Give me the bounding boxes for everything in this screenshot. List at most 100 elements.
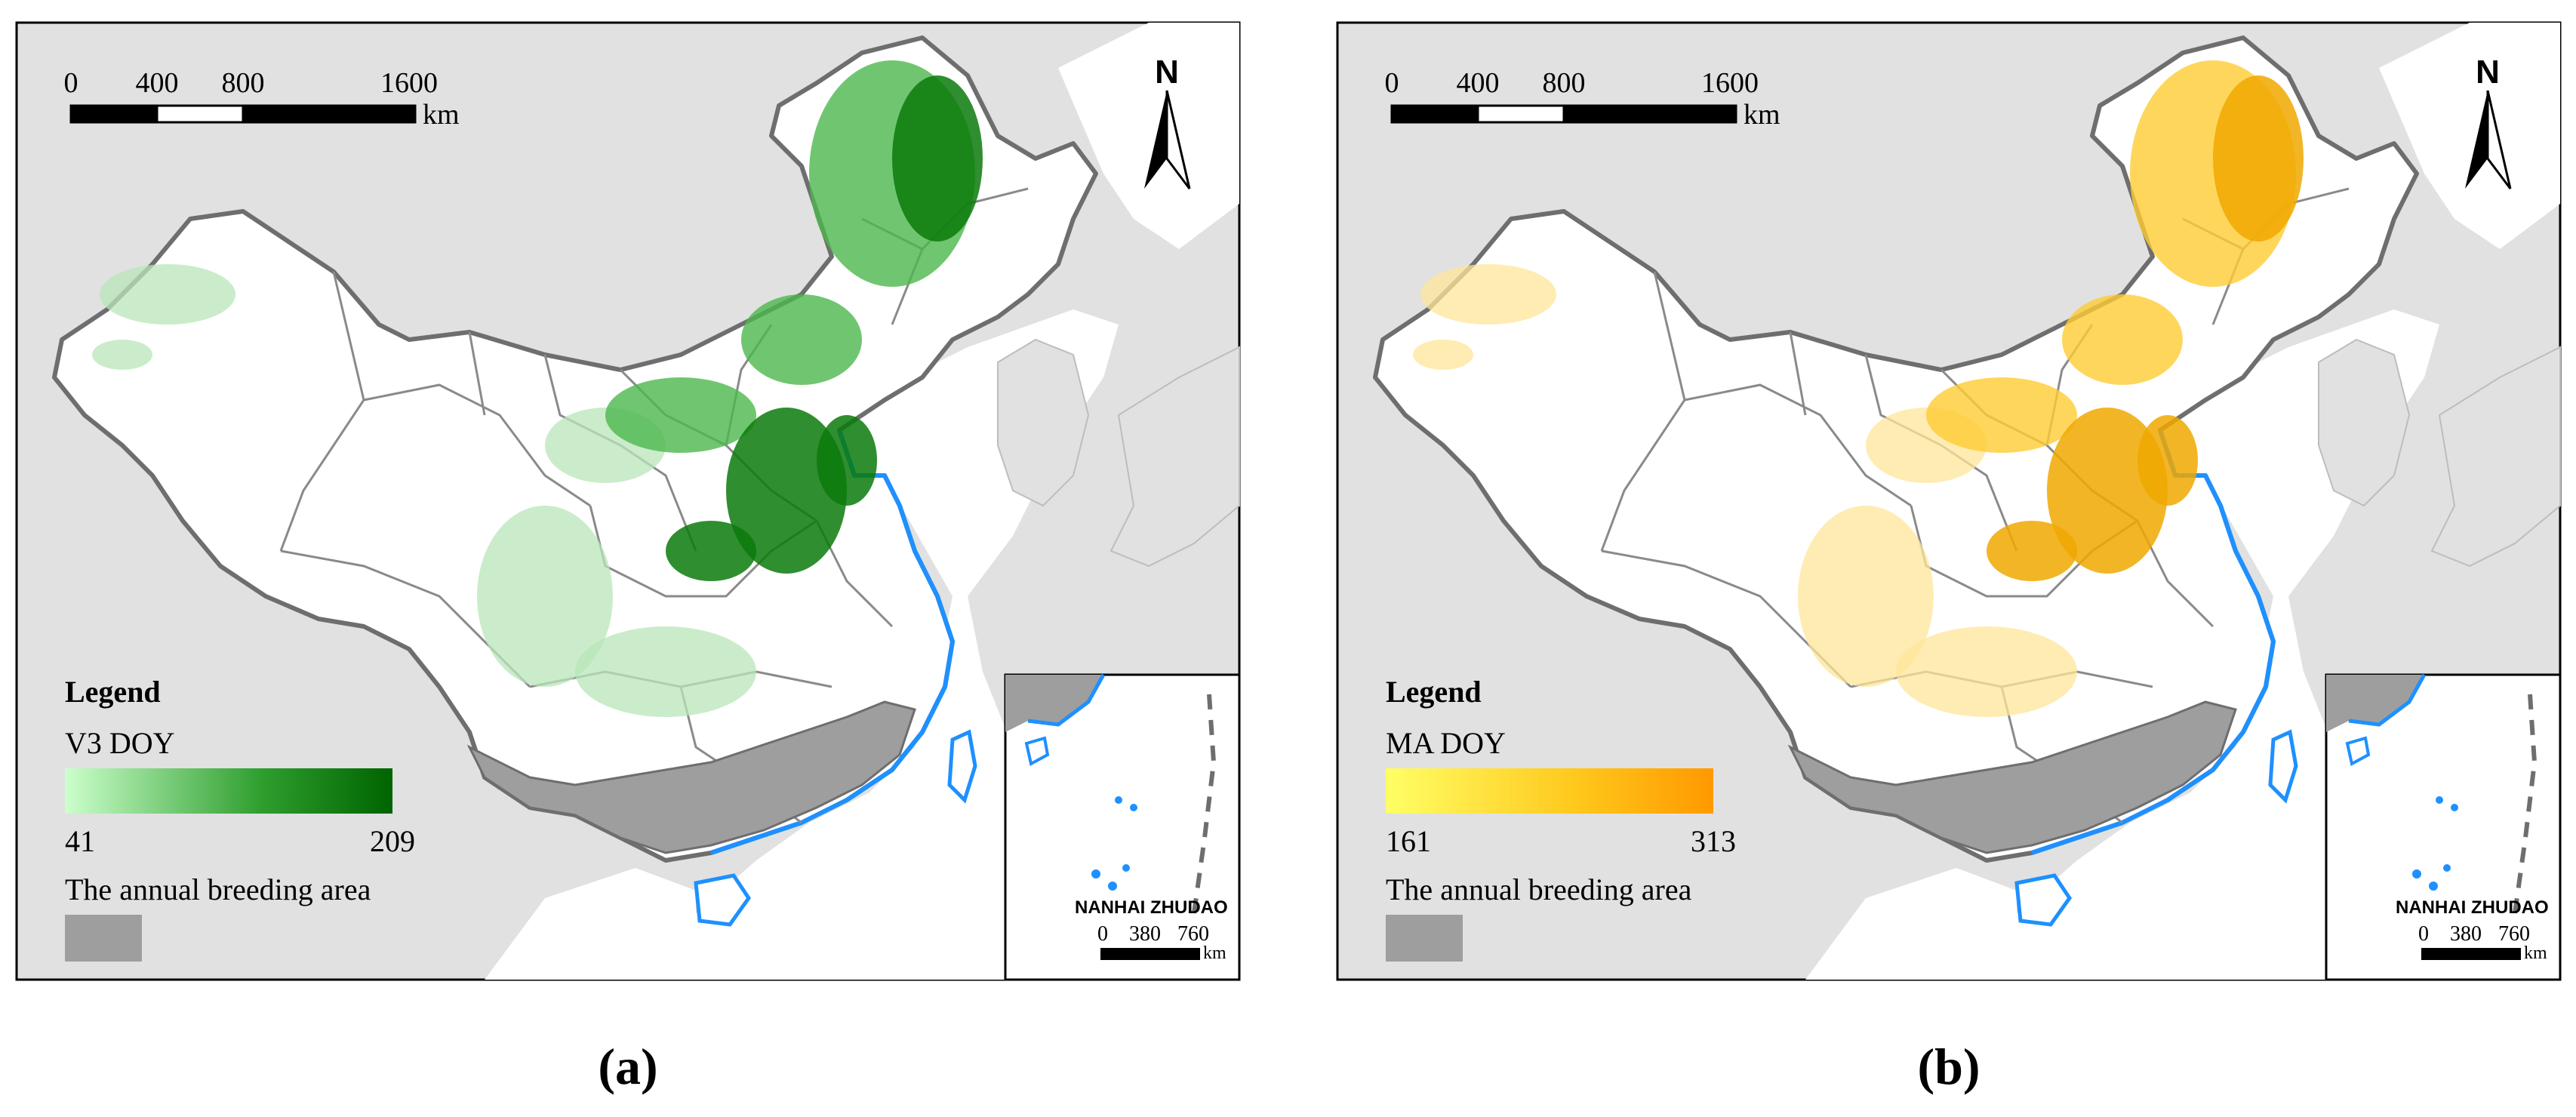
legend-variable: MA DOY bbox=[1386, 726, 1506, 760]
crop-patch bbox=[1926, 377, 2077, 453]
crop-patch bbox=[92, 340, 152, 370]
inset-island bbox=[2436, 796, 2443, 804]
north-arrow-icon: N bbox=[1144, 54, 1191, 189]
legend-min-value: 41 bbox=[65, 824, 95, 858]
taiwan-island bbox=[947, 729, 977, 804]
north-arrow-icon: N bbox=[2465, 54, 2512, 189]
inset-land bbox=[2326, 675, 2424, 732]
inset-hainan bbox=[2345, 736, 2371, 767]
legend-variable: V3 DOY bbox=[65, 726, 175, 760]
taiwan-island bbox=[2268, 729, 2298, 804]
scale-bar[interactable]: 0 400 800 1600 km bbox=[1385, 67, 1780, 131]
sea-area-north bbox=[2379, 23, 2560, 249]
crop-patch bbox=[1987, 521, 2077, 581]
legend-breeding-swatch bbox=[65, 915, 142, 962]
scale-bar-segment bbox=[1476, 104, 1565, 124]
scale-tick-label: 0 bbox=[64, 67, 78, 99]
map-panel-a: 0 400 800 1600 km N Legend V3 DOY 41 209… bbox=[15, 21, 1241, 981]
korea-peninsula bbox=[997, 338, 1090, 507]
coastline bbox=[710, 429, 955, 855]
inset-land bbox=[1005, 675, 1103, 732]
sea-area-sw bbox=[485, 868, 696, 980]
panel-caption: (b) bbox=[1917, 1038, 1980, 1095]
inset-island bbox=[2429, 882, 2438, 891]
crop-patch bbox=[817, 415, 877, 506]
scale-tick-label: 800 bbox=[1543, 67, 1586, 99]
inset-island bbox=[2412, 869, 2421, 879]
legend: Legend V3 DOY 41 209 The annual breeding… bbox=[65, 675, 415, 962]
inset-scale-bar bbox=[1100, 948, 1200, 960]
inset-coast bbox=[2348, 673, 2427, 727]
scale-tick-label: 400 bbox=[1457, 67, 1500, 99]
crop-patch bbox=[1798, 506, 1934, 687]
sea-area-north bbox=[1058, 23, 1239, 249]
sea-area-sw bbox=[1805, 868, 2017, 980]
inset-scale-tick: 760 bbox=[2498, 922, 2530, 946]
north-label: N bbox=[1155, 54, 1179, 91]
scale-tick-label: 1600 bbox=[1701, 67, 1759, 99]
scale-unit-label: km bbox=[423, 99, 460, 131]
crop-patch bbox=[2047, 408, 2168, 574]
scale-bar-segment bbox=[1562, 104, 1737, 124]
inset-island bbox=[1108, 882, 1117, 891]
nanhai-inset: NANHAI ZHUDAO 0 380 760 km bbox=[2325, 673, 2562, 981]
scale-tick-label: 400 bbox=[136, 67, 179, 99]
scale-unit-label: km bbox=[1743, 99, 1780, 131]
japan-islands bbox=[1109, 346, 1240, 568]
crop-distribution bbox=[1413, 60, 2304, 717]
crop-patch bbox=[892, 75, 983, 242]
legend-breeding-label: The annual breeding area bbox=[1386, 872, 1692, 906]
legend-title: Legend bbox=[1386, 675, 1482, 709]
inset-scale-tick: 0 bbox=[1097, 922, 1108, 946]
inset-island bbox=[2443, 864, 2451, 872]
inset-scale-tick: 760 bbox=[1177, 922, 1209, 946]
crop-distribution bbox=[92, 60, 983, 717]
crop-patch bbox=[726, 408, 847, 574]
crop-patch bbox=[1896, 626, 2077, 717]
annual-breeding-area bbox=[1787, 700, 2237, 854]
crop-patch bbox=[741, 294, 862, 385]
crop-patch bbox=[2062, 294, 2183, 385]
inset-island bbox=[1130, 804, 1137, 811]
inset-coast bbox=[1027, 673, 1106, 727]
legend: Legend MA DOY 161 313 The annual breedin… bbox=[1386, 675, 1736, 962]
inset-title: NANHAI ZHUDAO bbox=[1075, 897, 1228, 918]
crop-patch bbox=[575, 626, 756, 717]
crop-patch bbox=[1420, 264, 1556, 325]
scale-bar-segment bbox=[69, 104, 158, 124]
inset-scale-unit: km bbox=[1203, 943, 1226, 963]
scale-bar[interactable]: 0 400 800 1600 km bbox=[64, 67, 460, 131]
inset-island bbox=[1115, 796, 1122, 804]
scale-bar-segment bbox=[242, 104, 417, 124]
panel-caption: (a) bbox=[598, 1038, 657, 1095]
inset-island bbox=[1091, 869, 1100, 879]
legend-title: Legend bbox=[65, 675, 161, 709]
crop-patch bbox=[2213, 75, 2304, 242]
legend-min-value: 161 bbox=[1386, 824, 1431, 858]
coastline bbox=[2031, 429, 2276, 855]
legend-color-ramp bbox=[65, 768, 392, 814]
nanhai-inset: NANHAI ZHUDAO 0 380 760 km bbox=[1004, 673, 1241, 981]
inset-boundary-dashes bbox=[1192, 694, 1217, 914]
inset-boundary-dashes bbox=[2513, 694, 2538, 914]
legend-breeding-swatch bbox=[1386, 915, 1463, 962]
scale-tick-label: 800 bbox=[222, 67, 265, 99]
legend-color-ramp bbox=[1386, 768, 1713, 814]
hainan-island bbox=[694, 873, 752, 927]
legend-max-value: 209 bbox=[370, 824, 415, 858]
scale-bar-segment bbox=[1390, 104, 1479, 124]
crop-patch bbox=[605, 377, 756, 453]
legend-max-value: 313 bbox=[1691, 824, 1736, 858]
inset-scale-unit: km bbox=[2524, 943, 2547, 963]
crop-patch bbox=[2137, 415, 2198, 506]
annual-breeding-area bbox=[466, 700, 916, 854]
inset-title: NANHAI ZHUDAO bbox=[2396, 897, 2549, 918]
inset-island bbox=[1122, 864, 1130, 872]
crop-patch bbox=[477, 506, 613, 687]
scale-bar-segment bbox=[155, 104, 245, 124]
inset-frame bbox=[2325, 673, 2562, 981]
inset-scale-tick: 380 bbox=[1129, 922, 1161, 946]
inset-hainan bbox=[1024, 736, 1050, 767]
inset-scale-bar bbox=[2421, 948, 2521, 960]
north-label: N bbox=[2476, 54, 2500, 91]
